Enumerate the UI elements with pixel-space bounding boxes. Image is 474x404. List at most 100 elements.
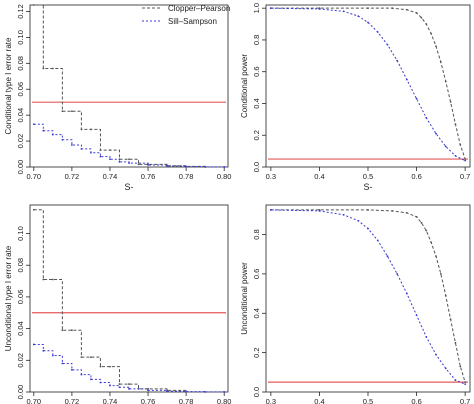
data-point-sill-sampson — [425, 116, 428, 119]
data-point-clopper-pearson — [109, 365, 111, 368]
x-tick-label: 0.5 — [363, 397, 373, 404]
y-tick-label: 0.6 — [252, 66, 261, 76]
data-point-sill-sampson — [367, 21, 369, 24]
legend: Clopper–Pearson Sill–Sampson — [142, 4, 230, 26]
data-point-sill-sampson — [269, 7, 272, 10]
data-point-clopper-pearson — [128, 158, 130, 161]
data-point-sill-sampson — [42, 129, 45, 132]
data-point-clopper-pearson — [415, 215, 418, 218]
data-point-clopper-pearson — [70, 110, 73, 113]
data-point-clopper-pearson — [430, 241, 433, 244]
data-point-clopper-pearson — [435, 45, 437, 48]
data-point-sill-sampson — [386, 43, 389, 46]
data-point-sill-sampson — [204, 390, 207, 393]
x-tick-label: 0.3 — [266, 397, 276, 404]
y-tick-label: 0.4 — [252, 98, 261, 108]
data-point-clopper-pearson — [61, 110, 64, 113]
y-tick-label: 0.4 — [252, 308, 261, 318]
y-tick-label: 0.04 — [16, 108, 25, 123]
plot-frame — [29, 4, 229, 168]
y-tick-label: 0.6 — [252, 269, 261, 279]
y-tick-label: 0.2 — [252, 130, 261, 140]
data-point-sill-sampson — [61, 138, 64, 141]
series-line-sill-sampson — [270, 209, 466, 385]
data-point-clopper-pearson — [391, 210, 394, 212]
series-line-clopper-pearson — [270, 7, 466, 160]
data-point-sill-sampson — [128, 387, 130, 390]
x-tick-label: 0.78 — [179, 172, 194, 181]
data-point-sill-sampson — [42, 349, 45, 352]
y-tick-label: 0.02 — [16, 353, 25, 368]
data-point-clopper-pearson — [425, 229, 428, 232]
x-tick-label: 0.4 — [314, 397, 324, 404]
y-tick-label: 0.10 — [16, 30, 25, 45]
data-point-clopper-pearson — [464, 381, 467, 384]
data-point-clopper-pearson — [42, 67, 45, 70]
series-line-clopper-pearson — [33, 4, 225, 168]
data-point-clopper-pearson — [147, 387, 149, 390]
x-tick-label: 0.6 — [411, 172, 421, 181]
data-point-sill-sampson — [444, 367, 447, 370]
y-axis-label: Conditional type I error rate — [4, 37, 13, 134]
y-tick-label: 0.0 — [252, 162, 261, 172]
data-point-sill-sampson — [342, 213, 345, 216]
data-point-sill-sampson — [405, 78, 408, 81]
legend-label: Sill–Sampson — [168, 17, 217, 26]
data-point-sill-sampson — [118, 160, 121, 163]
data-point-clopper-pearson — [109, 149, 111, 152]
x-tick-label: 0.78 — [179, 397, 194, 404]
data-point-sill-sampson — [464, 383, 467, 386]
data-point-sill-sampson — [454, 379, 457, 382]
y-axis-label: Unconditional power — [240, 262, 249, 335]
x-tick-label: 0.70 — [27, 397, 42, 404]
y-tick-label: 0.00 — [16, 385, 25, 400]
x-tick-label: 0.7 — [460, 397, 470, 404]
x-tick-label: 0.70 — [27, 172, 42, 181]
data-point-sill-sampson — [318, 8, 321, 10]
data-point-clopper-pearson — [420, 16, 423, 19]
x-tick-label: 0.76 — [141, 397, 156, 404]
y-tick-label: 0.2 — [252, 347, 261, 357]
data-point-sill-sampson — [166, 165, 168, 167]
y-axis-label: Conditional power — [240, 54, 249, 118]
chart-panel-2: 0.3 0.4 0.5 0.6 0.7 0.0 0.2 0.4 0.6 0.8 1.0 S- Condi… — [240, 3, 471, 192]
data-point-sill-sampson — [269, 209, 272, 211]
y-tick-label: 0.02 — [16, 134, 25, 149]
x-tick-label: 0.80 — [217, 397, 232, 404]
data-point-clopper-pearson — [99, 365, 102, 368]
data-point-sill-sampson — [99, 155, 102, 158]
x-tick-label: 0.76 — [141, 172, 156, 181]
legend-label: Clopper–Pearson — [168, 4, 230, 13]
y-tick-label: 0.08 — [16, 56, 25, 71]
data-point-sill-sampson — [99, 381, 102, 384]
data-point-sill-sampson — [109, 158, 111, 161]
plot-frame — [265, 204, 471, 393]
y-tick-label: 0.0 — [252, 387, 261, 397]
data-point-sill-sampson — [185, 165, 188, 168]
data-point-clopper-pearson — [439, 61, 442, 64]
data-point-clopper-pearson — [61, 329, 64, 332]
data-point-sill-sampson — [109, 384, 111, 387]
y-tick-label: 1.0 — [252, 3, 261, 13]
x-tick-label: 0.6 — [411, 397, 421, 404]
data-point-clopper-pearson — [459, 143, 462, 146]
data-point-sill-sampson — [435, 353, 437, 356]
data-point-sill-sampson — [51, 354, 54, 357]
y-tick-label: 0.06 — [16, 290, 25, 305]
plot-frame — [29, 204, 229, 393]
data-point-sill-sampson — [376, 239, 379, 242]
data-point-sill-sampson — [32, 123, 35, 126]
y-tick-label: 0.10 — [16, 226, 25, 241]
y-tick-label: 0.06 — [16, 82, 25, 97]
data-point-clopper-pearson — [51, 67, 54, 70]
plot-frame — [265, 4, 471, 168]
data-point-clopper-pearson — [391, 7, 394, 10]
data-point-sill-sampson — [454, 154, 457, 157]
data-point-clopper-pearson — [449, 318, 452, 321]
y-axis-label: Unconditional type I error rate — [4, 245, 13, 351]
data-point-clopper-pearson — [454, 341, 457, 344]
data-point-sill-sampson — [435, 132, 437, 135]
data-point-sill-sampson — [61, 362, 64, 365]
data-point-sill-sampson — [405, 292, 408, 295]
